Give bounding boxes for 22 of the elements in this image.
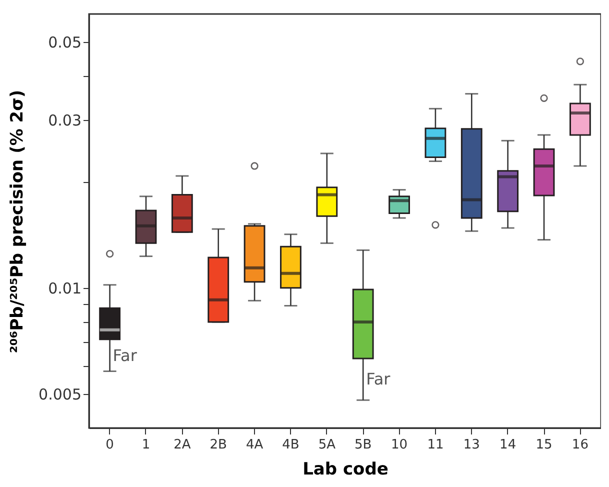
y-axis-title: ²⁰⁶Pb/²⁰⁵Pb precision (% 2σ) — [8, 90, 28, 354]
x-tick-label: 0 — [106, 438, 114, 452]
x-axis-title: Lab code — [302, 460, 388, 480]
annotation: Far — [366, 369, 391, 388]
y-tick-label: 0.05 — [48, 33, 82, 52]
x-tick-label: 1 — [142, 438, 150, 452]
x-tick-label: 4A — [246, 438, 264, 452]
x-tick-label: 5B — [354, 438, 372, 452]
annotation: Far — [112, 346, 138, 366]
x-tick-label: 13 — [463, 438, 480, 452]
x-tick-label: 5A — [318, 438, 336, 452]
x-tick-label: 15 — [536, 438, 552, 452]
y-tick-label: 0.01 — [48, 279, 82, 298]
y-tick-label: 0.005 — [38, 385, 82, 404]
x-tick-label: 14 — [500, 438, 516, 452]
x-tick-label: 11 — [427, 438, 444, 452]
x-tick-label: 2A — [174, 438, 191, 452]
x-tick-label: 10 — [391, 438, 408, 452]
y-tick-label: 0.03 — [48, 111, 82, 130]
x-tick-label: 16 — [572, 438, 588, 452]
x-tick-label: 2B — [210, 438, 227, 452]
x-tick-label: 4B — [282, 438, 300, 452]
